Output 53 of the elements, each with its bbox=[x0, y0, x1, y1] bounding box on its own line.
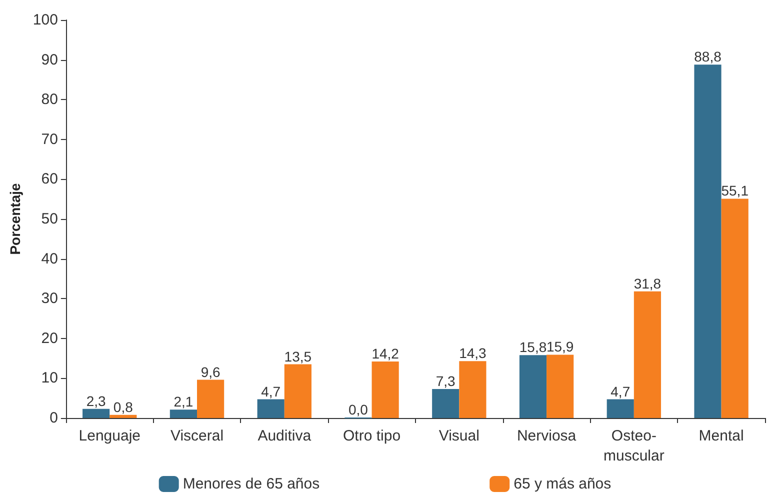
bar bbox=[82, 408, 110, 418]
legend-label: 65 y más años bbox=[514, 476, 612, 492]
x-tick-label: Lenguaje bbox=[78, 428, 140, 444]
bar bbox=[694, 64, 722, 418]
data-label: 15,8 bbox=[519, 339, 547, 356]
data-label: 4,7 bbox=[610, 383, 630, 400]
data-label: 14,3 bbox=[459, 345, 487, 362]
bar bbox=[519, 355, 547, 418]
x-tick-label: Nerviosa bbox=[516, 428, 577, 444]
bar bbox=[721, 198, 748, 418]
x-tick-label: Mental bbox=[698, 428, 744, 444]
bar bbox=[110, 414, 137, 418]
data-label: 13,5 bbox=[284, 348, 312, 364]
y-tick-label: 10 bbox=[41, 370, 58, 387]
y-tick-label: 60 bbox=[41, 170, 58, 188]
y-tick-label: 80 bbox=[41, 91, 58, 108]
data-label: 0,8 bbox=[113, 398, 134, 415]
data-label: 55,1 bbox=[721, 182, 749, 199]
y-tick-label: 50 bbox=[41, 210, 58, 228]
bar bbox=[372, 361, 399, 418]
data-label: 4,7 bbox=[261, 383, 281, 400]
y-tick-label: 100 bbox=[32, 12, 58, 28]
bar bbox=[257, 399, 284, 418]
x-tick-label: Auditiva bbox=[258, 428, 312, 444]
y-tick-label: 30 bbox=[41, 290, 58, 308]
y-tick-label: 0 bbox=[50, 410, 58, 426]
y-axis-title: Porcentaje bbox=[7, 182, 23, 255]
bar bbox=[284, 364, 312, 418]
bar bbox=[459, 361, 486, 418]
y-tick-label: 70 bbox=[41, 130, 58, 148]
data-label: 14,2 bbox=[372, 345, 400, 362]
x-tick-label: Osteo- muscular bbox=[603, 428, 664, 464]
bar bbox=[432, 388, 460, 418]
bar bbox=[546, 354, 574, 418]
y-tick-label: 20 bbox=[41, 330, 58, 347]
data-label: 31,8 bbox=[634, 275, 662, 292]
legend-label: Menores de 65 años bbox=[182, 476, 320, 492]
data-label: 2,3 bbox=[86, 392, 106, 409]
bar bbox=[634, 291, 662, 418]
data-label: 0,0 bbox=[348, 402, 368, 418]
data-label: 2,1 bbox=[174, 394, 194, 410]
data-label: 88,8 bbox=[694, 48, 722, 65]
y-tick-label: 90 bbox=[41, 51, 58, 68]
x-tick-label: Visual bbox=[438, 428, 480, 444]
data-label: 15,9 bbox=[546, 338, 574, 355]
bar bbox=[606, 399, 634, 418]
bar bbox=[197, 380, 224, 418]
x-tick-label: Visceral bbox=[170, 428, 224, 444]
data-label: 9,6 bbox=[200, 364, 220, 380]
bar bbox=[170, 410, 198, 418]
data-label: 7,3 bbox=[436, 372, 456, 389]
x-tick-label: Otro tipo bbox=[343, 428, 401, 444]
y-tick-label: 40 bbox=[41, 250, 58, 268]
